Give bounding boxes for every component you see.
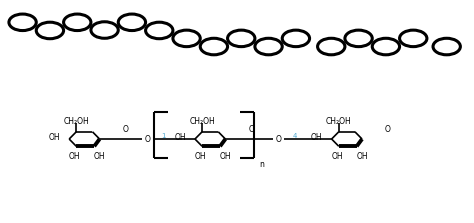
Ellipse shape xyxy=(282,30,310,47)
Text: OH: OH xyxy=(174,133,186,142)
Text: CH₂OH: CH₂OH xyxy=(189,117,215,126)
Ellipse shape xyxy=(255,38,282,55)
Text: OH: OH xyxy=(48,133,60,142)
Ellipse shape xyxy=(118,14,146,31)
Ellipse shape xyxy=(345,30,372,47)
Text: n: n xyxy=(259,160,264,169)
Ellipse shape xyxy=(146,22,173,39)
Text: O: O xyxy=(248,125,254,134)
Text: OH: OH xyxy=(194,152,206,161)
Text: 4: 4 xyxy=(292,133,297,139)
Text: OH: OH xyxy=(219,152,231,161)
Ellipse shape xyxy=(228,30,255,47)
Ellipse shape xyxy=(433,38,460,55)
Ellipse shape xyxy=(400,30,427,47)
Ellipse shape xyxy=(200,38,228,55)
Ellipse shape xyxy=(64,14,91,31)
Text: OH: OH xyxy=(356,152,368,161)
Text: O: O xyxy=(122,125,128,134)
Ellipse shape xyxy=(9,14,36,31)
Ellipse shape xyxy=(91,22,118,38)
Text: 1: 1 xyxy=(161,133,165,139)
Ellipse shape xyxy=(36,22,64,39)
Ellipse shape xyxy=(372,38,400,55)
Ellipse shape xyxy=(318,38,345,55)
Ellipse shape xyxy=(173,30,200,47)
Text: OH: OH xyxy=(94,152,105,161)
Text: CH₂OH: CH₂OH xyxy=(64,117,89,126)
Text: OH: OH xyxy=(331,152,343,161)
Text: O: O xyxy=(275,134,282,144)
Text: CH₂OH: CH₂OH xyxy=(326,117,352,126)
Text: O: O xyxy=(385,125,391,134)
Text: O: O xyxy=(145,134,150,144)
Text: OH: OH xyxy=(311,133,323,142)
Text: OH: OH xyxy=(69,152,80,161)
